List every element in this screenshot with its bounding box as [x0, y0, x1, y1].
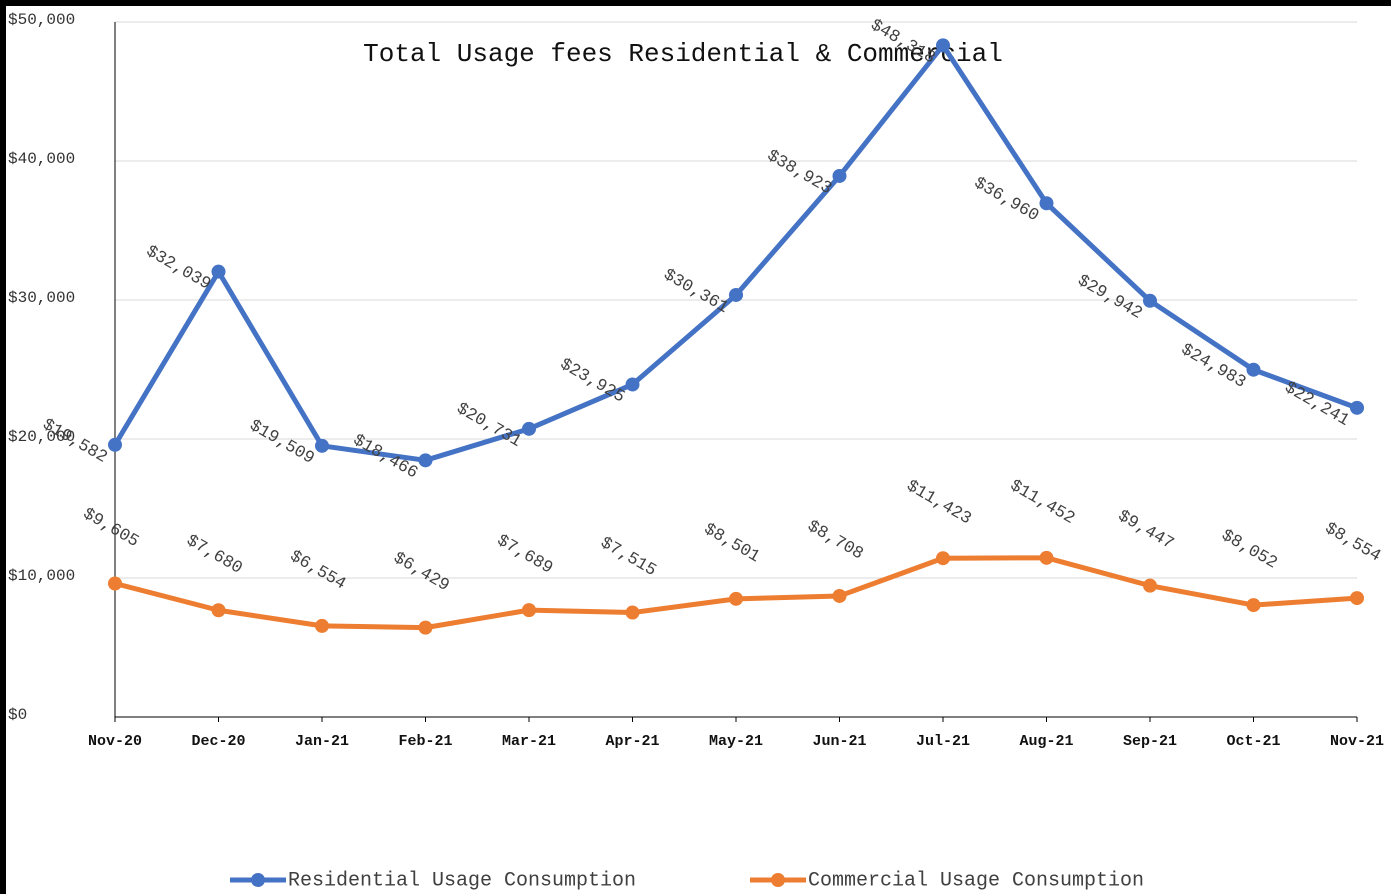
data-point	[315, 438, 329, 453]
data-point	[1246, 362, 1261, 377]
x-tick-label: Sep-21	[1123, 733, 1177, 750]
x-tick-label: May-21	[709, 733, 763, 750]
x-tick-label: Feb-21	[398, 733, 452, 750]
x-tick-label: Nov-20	[88, 733, 142, 750]
data-point	[108, 437, 122, 452]
legend-label: Residential Usage Consumption	[288, 869, 636, 892]
data-point	[832, 588, 847, 603]
x-tick-label: Jun-21	[812, 733, 866, 750]
data-point	[108, 576, 122, 591]
data-point	[1350, 400, 1364, 415]
x-tick-label: Apr-21	[605, 733, 659, 750]
data-point	[936, 551, 950, 566]
y-tick-label: $30,000	[8, 289, 75, 307]
data-point	[211, 264, 226, 279]
chart-title: Total Usage fees Residential & Commercia…	[363, 39, 1003, 69]
data-point	[625, 605, 640, 620]
data-point	[729, 591, 743, 606]
legend-label: Commercial Usage Consumption	[808, 869, 1144, 892]
x-tick-label: Nov-21	[1330, 733, 1384, 750]
y-tick-label: $20,000	[8, 428, 75, 446]
data-point	[625, 377, 640, 392]
data-point	[1143, 293, 1157, 308]
y-tick-label: $0	[8, 706, 27, 724]
data-point	[729, 287, 743, 302]
x-tick-label: Jul-21	[916, 733, 970, 750]
y-tick-label: $10,000	[8, 567, 75, 585]
data-point	[211, 603, 226, 618]
x-tick-label: Aug-21	[1019, 733, 1073, 750]
data-point	[1039, 196, 1054, 211]
data-point	[315, 618, 329, 633]
legend-marker	[251, 873, 265, 887]
data-point	[936, 38, 950, 53]
x-tick-label: Oct-21	[1226, 733, 1280, 750]
x-tick-label: Jan-21	[295, 733, 349, 750]
data-point	[418, 453, 433, 468]
data-point	[1350, 591, 1364, 606]
data-point	[522, 603, 536, 618]
x-tick-label: Mar-21	[502, 733, 556, 750]
data-point	[1039, 550, 1054, 565]
data-point	[1143, 578, 1157, 593]
x-tick-label: Dec-20	[191, 733, 245, 750]
data-point	[1246, 598, 1261, 613]
y-tick-label: $50,000	[8, 11, 75, 29]
data-point	[418, 620, 433, 635]
legend-marker	[771, 873, 785, 887]
data-point	[832, 168, 847, 183]
y-tick-label: $40,000	[8, 150, 75, 168]
data-point	[522, 421, 536, 436]
